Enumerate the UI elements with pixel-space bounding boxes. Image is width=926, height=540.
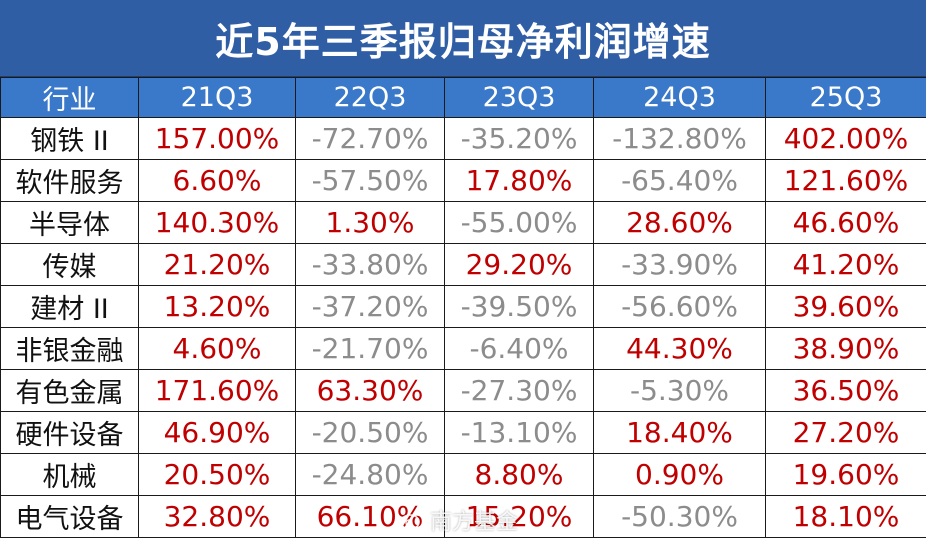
value-cell: 63.30%: [295, 369, 445, 412]
value-cell: -27.30%: [444, 369, 594, 412]
header-23q3: 23Q3: [444, 77, 594, 118]
value-cell: -5.30%: [593, 369, 766, 412]
table-row: 钢铁 II 157.00% -72.70% -35.20% -132.80% 402.00…: [0, 117, 926, 160]
table-row: 硬件设备 46.90% -20.50% -13.10% 18.40% 27.20%: [0, 411, 926, 454]
value-cell: 32.80%: [138, 495, 296, 538]
industry-cell: 非银金融: [0, 327, 139, 370]
value-cell: 171.60%: [138, 369, 296, 412]
value-cell: 38.90%: [765, 327, 926, 370]
value-cell: 21.20%: [138, 243, 296, 286]
value-cell: -65.40%: [593, 159, 766, 202]
header-24q3: 24Q3: [593, 77, 766, 118]
table-row: 建材 II 13.20% -37.20% -39.50% -56.60% 39.60%: [0, 285, 926, 328]
value-cell: 66.10%: [295, 495, 445, 538]
value-cell: -33.90%: [593, 243, 766, 286]
value-cell: 29.20%: [444, 243, 594, 286]
value-cell: 0.90%: [593, 453, 766, 496]
value-cell: 27.20%: [765, 411, 926, 454]
value-cell: -72.70%: [295, 117, 445, 160]
table-row: 半导体 140.30% 1.30% -55.00% 28.60% 46.60%: [0, 201, 926, 244]
value-cell: 18.40%: [593, 411, 766, 454]
value-cell: 8.80%: [444, 453, 594, 496]
table-row: 有色金属 171.60% 63.30% -27.30% -5.30% 36.50%: [0, 369, 926, 412]
value-cell: 41.20%: [765, 243, 926, 286]
value-cell: -56.60%: [593, 285, 766, 328]
table-row: 电气设备 32.80% 66.10% 15.20% -50.30% 18.10%: [0, 495, 926, 538]
value-cell: -35.20%: [444, 117, 594, 160]
value-cell: -21.70%: [295, 327, 445, 370]
header-industry: 行业: [0, 77, 139, 118]
value-cell: -20.50%: [295, 411, 445, 454]
table-row: 非银金融 4.60% -21.70% -6.40% 44.30% 38.90%: [0, 327, 926, 370]
value-cell: -57.50%: [295, 159, 445, 202]
value-cell: 39.60%: [765, 285, 926, 328]
value-cell: -55.00%: [444, 201, 594, 244]
value-cell: 36.50%: [765, 369, 926, 412]
table-row: 机械 20.50% -24.80% 8.80% 0.90% 19.60%: [0, 453, 926, 496]
value-cell: 13.20%: [138, 285, 296, 328]
table-row: 传媒 21.20% -33.80% 29.20% -33.90% 41.20%: [0, 243, 926, 286]
value-cell: 15.20%: [444, 495, 594, 538]
industry-cell: 硬件设备: [0, 411, 139, 454]
header-21q3: 21Q3: [138, 77, 296, 118]
value-cell: 4.60%: [138, 327, 296, 370]
growth-table: 行业 21Q3 22Q3 23Q3 24Q3 25Q3 钢铁 II 157.00%…: [0, 77, 926, 538]
industry-cell: 有色金属: [0, 369, 139, 412]
industry-cell: 电气设备: [0, 495, 139, 538]
value-cell: 20.50%: [138, 453, 296, 496]
header-row: 行业 21Q3 22Q3 23Q3 24Q3 25Q3: [0, 77, 926, 118]
value-cell: 140.30%: [138, 201, 296, 244]
value-cell: 402.00%: [765, 117, 926, 160]
value-cell: 157.00%: [138, 117, 296, 160]
industry-cell: 半导体: [0, 201, 139, 244]
industry-cell: 钢铁 II: [0, 117, 139, 160]
value-cell: -13.10%: [444, 411, 594, 454]
value-cell: -37.20%: [295, 285, 445, 328]
value-cell: 46.90%: [138, 411, 296, 454]
industry-cell: 建材 II: [0, 285, 139, 328]
value-cell: 17.80%: [444, 159, 594, 202]
header-22q3: 22Q3: [295, 77, 445, 118]
header-25q3: 25Q3: [765, 77, 926, 118]
value-cell: 44.30%: [593, 327, 766, 370]
value-cell: 19.60%: [765, 453, 926, 496]
value-cell: 28.60%: [593, 201, 766, 244]
value-cell: -50.30%: [593, 495, 766, 538]
value-cell: -6.40%: [444, 327, 594, 370]
table-title: 近5年三季报归母净利润增速: [0, 0, 926, 77]
value-cell: -39.50%: [444, 285, 594, 328]
industry-cell: 软件服务: [0, 159, 139, 202]
value-cell: 18.10%: [765, 495, 926, 538]
value-cell: 121.60%: [765, 159, 926, 202]
industry-cell: 传媒: [0, 243, 139, 286]
value-cell: 46.60%: [765, 201, 926, 244]
value-cell: 6.60%: [138, 159, 296, 202]
value-cell: 1.30%: [295, 201, 445, 244]
table-row: 软件服务 6.60% -57.50% 17.80% -65.40% 121.60%: [0, 159, 926, 202]
industry-cell: 机械: [0, 453, 139, 496]
value-cell: -132.80%: [593, 117, 766, 160]
value-cell: -24.80%: [295, 453, 445, 496]
table-body: 钢铁 II 157.00% -72.70% -35.20% -132.80% 402.00…: [0, 117, 926, 538]
value-cell: -33.80%: [295, 243, 445, 286]
